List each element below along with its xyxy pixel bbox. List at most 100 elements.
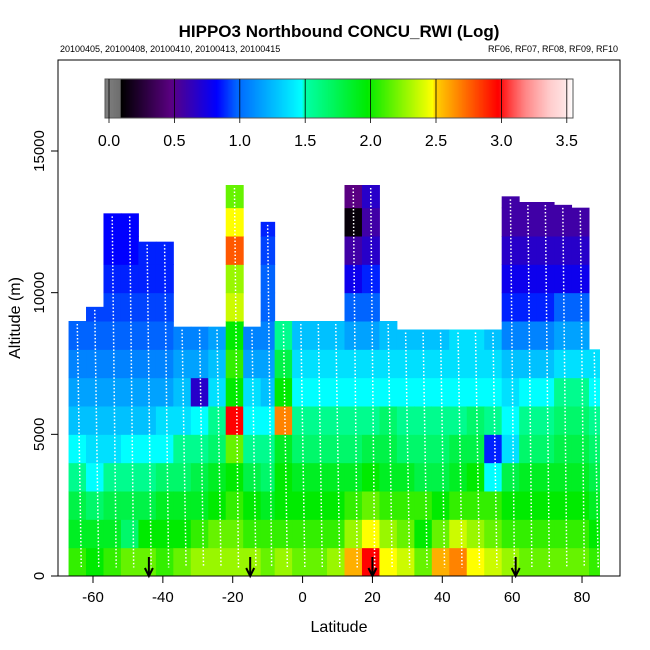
colorbar-segment [309, 79, 311, 118]
colorbar-segment [443, 79, 446, 118]
heatmap-cell [344, 491, 363, 520]
colorbar-segment [192, 79, 195, 118]
colorbar-segment [441, 79, 444, 118]
colorbar-segment [450, 79, 453, 118]
colorbar-segment [353, 79, 356, 118]
heatmap-cell [396, 462, 415, 492]
colorbar-segment [407, 79, 410, 118]
colorbar-tick-label: 3.5 [556, 133, 578, 150]
colorbar-segment [430, 79, 433, 118]
heatmap-cell [155, 321, 174, 350]
heatmap-cell [225, 185, 244, 209]
heatmap-cell [274, 434, 293, 464]
heatmap-cell [414, 491, 433, 520]
colorbar-segment [446, 79, 449, 118]
colorbar-segment [201, 79, 204, 118]
profile-line [352, 187, 358, 568]
colorbar-segment [348, 79, 351, 118]
heatmap-cell [519, 434, 538, 464]
colorbar-segment [464, 79, 467, 118]
heatmap-cell [190, 326, 209, 350]
heatmap-cell [120, 491, 139, 520]
colorbar-segment [345, 79, 348, 118]
colorbar-segment [428, 79, 430, 118]
colorbar-segment [319, 79, 322, 118]
colorbar-segment [536, 79, 539, 118]
heatmap-cell [274, 377, 293, 407]
colorbar-segment [311, 79, 314, 118]
heatmap-cell [519, 377, 538, 407]
colorbar-segment [175, 79, 178, 118]
colorbar-segment [324, 79, 327, 118]
colorbar-segment [216, 79, 219, 118]
colorbar-segment [231, 79, 234, 118]
colorbar-segment [418, 79, 421, 118]
colorbar-segment [142, 79, 145, 118]
profile-line [404, 332, 411, 568]
colorbar-segment [208, 79, 211, 118]
heatmap-cell [103, 264, 122, 294]
heatmap-cell [190, 547, 209, 577]
colorbar-segment [414, 79, 417, 118]
heatmap-cell [554, 519, 573, 549]
colorbar-segment [312, 79, 315, 118]
colorbar-segment [306, 79, 309, 118]
colorbar-segment [250, 79, 253, 118]
colorbar-segment [568, 79, 570, 118]
colorbar-segment [120, 79, 123, 118]
colorbar-segment [382, 79, 385, 118]
heatmap-cell [138, 519, 157, 549]
colorbar-segment [518, 79, 521, 118]
heatmap-cell [361, 406, 380, 435]
heatmap-cell [449, 519, 468, 549]
heatmap-cell [431, 519, 450, 549]
heatmap-cell [344, 349, 363, 379]
heatmap-cell [449, 349, 468, 379]
heatmap-cell [173, 462, 192, 492]
colorbar-segment [263, 79, 266, 118]
colorbar-segment [178, 79, 181, 118]
colorbar-segment [275, 79, 277, 118]
colorbar-segment [537, 79, 540, 118]
colorbar-segment [289, 79, 292, 118]
heatmap-cell [327, 406, 345, 435]
heatmap-cell [155, 547, 174, 577]
y-tick-label: 10000 [31, 272, 48, 314]
colorbar-segment [501, 79, 504, 118]
heatmap-cell [519, 321, 538, 350]
profile-line [369, 187, 376, 568]
colorbar-segment [442, 79, 445, 118]
heatmap-cell [120, 547, 139, 577]
heatmap-cell [414, 349, 433, 379]
heatmap-cell [519, 462, 538, 492]
heatmap-cell [225, 236, 244, 265]
heatmap-cell [431, 462, 450, 492]
colorbar-segment [544, 79, 547, 118]
colorbar-segment [394, 79, 396, 118]
heatmap-cell [501, 207, 520, 237]
heatmap-cell [260, 547, 276, 577]
heatmap-cell [519, 292, 538, 322]
heatmap-cell [86, 377, 104, 407]
heatmap-cell [571, 462, 590, 492]
heatmap-cell [519, 547, 538, 577]
heatmap-cell [414, 406, 433, 435]
colorbar-segment [305, 79, 308, 118]
heatmap-cell [571, 292, 590, 322]
colorbar-segment [344, 79, 347, 118]
heatmap-cell [554, 547, 573, 577]
colorbar-segment [127, 79, 130, 118]
heatmap-cell [466, 406, 485, 435]
colorbar-segment [135, 79, 137, 118]
heatmap-cell [155, 406, 174, 435]
colorbar-segment [169, 79, 171, 118]
heatmap-cell [260, 292, 276, 322]
heatmap-cell [501, 434, 520, 464]
colorbar-segment [454, 79, 457, 118]
colorbar-segment [360, 79, 362, 118]
heatmap-cell [554, 349, 573, 379]
heatmap-cell [484, 519, 503, 549]
colorbar-segment [363, 79, 366, 118]
heatmap-cell [138, 321, 157, 350]
heatmap-cell [120, 321, 139, 350]
